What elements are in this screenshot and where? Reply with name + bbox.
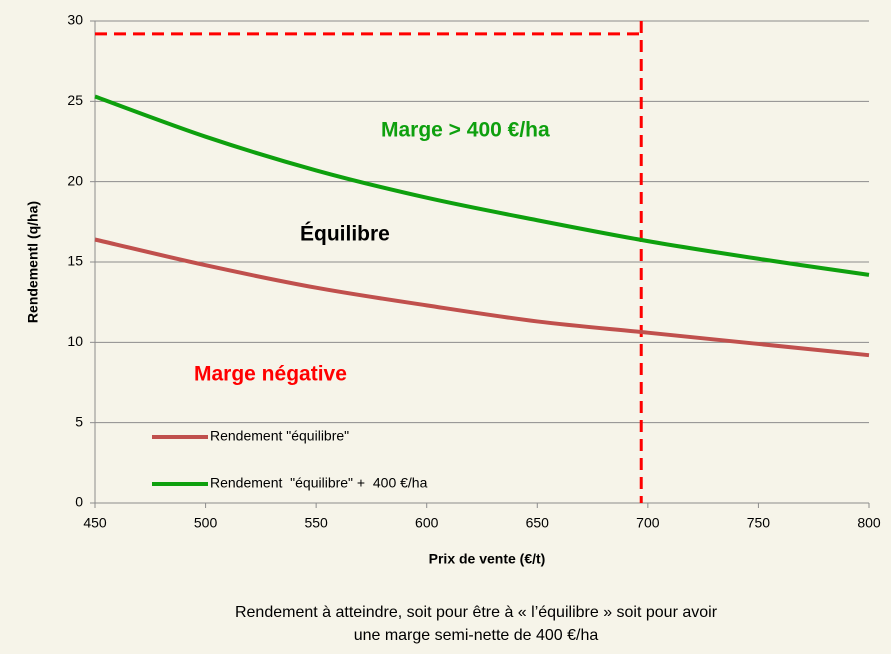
y-axis-label: Rendementl (q/ha) — [25, 201, 41, 323]
annotation: Marge négative — [194, 363, 347, 386]
annotation: Équilibre — [300, 223, 390, 246]
series-line — [94, 94, 870, 277]
y-tick-label: 0 — [75, 494, 83, 510]
series-line — [94, 237, 870, 358]
y-tick-label: 20 — [67, 172, 83, 188]
x-tick-label: 800 — [857, 515, 881, 531]
caption: une marge semi-nette de 400 €/ha — [354, 627, 599, 644]
y-tick-label: 25 — [67, 92, 83, 108]
x-axis-label: Prix de vente (€/t) — [429, 551, 546, 567]
y-tick-label: 15 — [67, 253, 83, 269]
x-tick-label: 450 — [83, 515, 107, 531]
x-tick-label: 650 — [526, 515, 550, 531]
x-tick-label: 550 — [304, 515, 328, 531]
x-tick-label: 500 — [194, 515, 218, 531]
legend-label: Rendement "équilibre" + 400 €/ha — [210, 475, 428, 491]
y-tick-label: 30 — [67, 12, 83, 28]
y-tick-label: 5 — [75, 413, 83, 429]
annotation: Marge > 400 €/ha — [381, 119, 550, 142]
legend-label: Rendement "équilibre" — [210, 428, 349, 444]
x-tick-label: 600 — [415, 515, 439, 531]
x-tick-label: 750 — [747, 515, 771, 531]
x-tick-label: 700 — [636, 515, 660, 531]
y-tick-label: 10 — [67, 333, 83, 349]
caption: Rendement à atteindre, soit pour être à … — [235, 604, 718, 621]
